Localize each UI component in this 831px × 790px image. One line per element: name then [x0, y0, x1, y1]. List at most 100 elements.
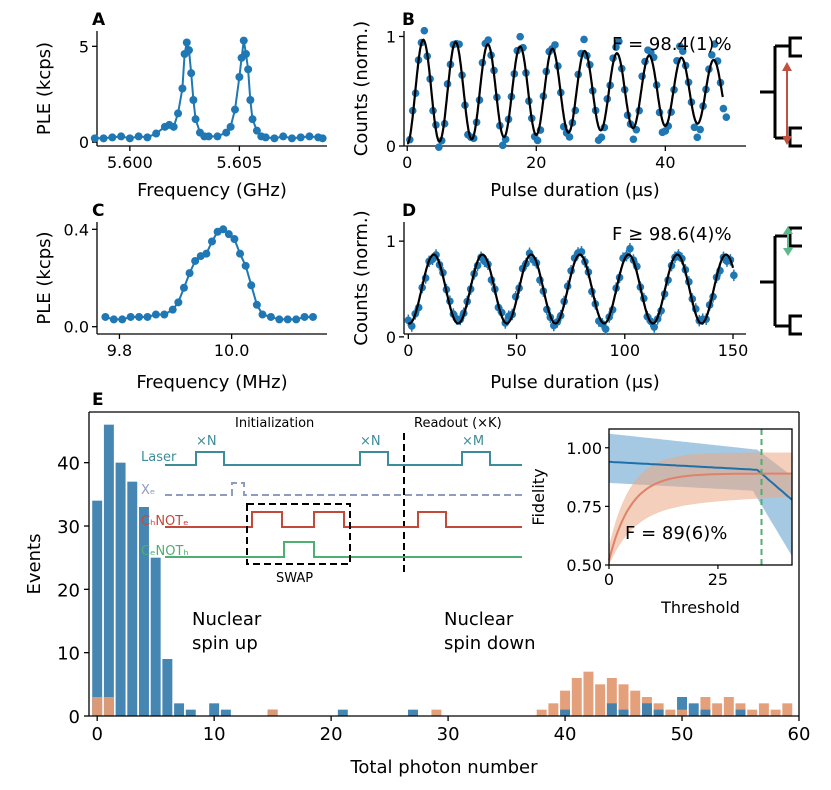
bar-spin-down [267, 709, 278, 716]
ple-a-point [187, 69, 196, 78]
ple-c-point [308, 312, 317, 321]
energy-diagram-b [760, 36, 802, 148]
bar-spin-up [115, 462, 126, 716]
rabi-d-point [601, 325, 610, 333]
bar-spin-up [162, 659, 173, 716]
rabi-b-point [420, 26, 429, 35]
bar-spin-down [548, 703, 559, 716]
bar-spin-up [700, 709, 711, 716]
ple-a-point [204, 132, 213, 141]
panel-letter-e: E [92, 390, 104, 410]
rabi-b-point [533, 136, 542, 145]
y-tick-label-3: 30 [57, 517, 80, 538]
xe-line [165, 482, 522, 496]
ple-c-point [230, 235, 239, 244]
ple-a-point [213, 132, 222, 141]
ple-a-point [152, 129, 161, 138]
energy-diagram-d [760, 226, 802, 336]
ple-a-point [246, 96, 255, 104]
bar-spin-down [677, 709, 688, 716]
ple-a-point [270, 134, 279, 143]
bar-spin-down [735, 703, 746, 716]
y-axis-label: PLE (kcps) [34, 42, 55, 135]
x-tick-label-1: 10.0 [214, 341, 250, 360]
y-tick-label-1: 10 [57, 644, 80, 665]
ple-c-point [126, 312, 135, 321]
ple-c-point [174, 298, 183, 307]
ple-a-point [241, 50, 250, 58]
bar-spin-down [560, 690, 571, 716]
ple-a-point [125, 134, 134, 143]
ple-c-point [151, 310, 160, 319]
x-tick-label-0: 0 [403, 341, 413, 360]
ple-c-point [236, 249, 245, 258]
ple-c-point [202, 249, 211, 258]
ple-a-point [143, 133, 152, 142]
bar-spin-down [723, 697, 734, 716]
panel-letter-d: D [402, 201, 416, 221]
inset-fidelity-label: F = 89(6)% [625, 523, 727, 544]
ple-c-point [219, 225, 228, 234]
legend-up-1: Nuclear [192, 609, 262, 630]
rabi-b-fit [406, 38, 724, 145]
x-tick-label-3: 150 [718, 341, 749, 360]
rabi-b-point [690, 123, 699, 132]
x-tick-label-0: 5.600 [107, 153, 153, 172]
y-axis-label: PLE (kcps) [34, 231, 55, 324]
rabi-b-point [597, 133, 606, 142]
ple-c-point [118, 315, 127, 324]
x-tick-label-0: 9.8 [107, 341, 132, 360]
bar-spin-up [220, 709, 231, 716]
inset-y-label: Fidelity [529, 468, 548, 525]
laser-label: Laser [141, 450, 177, 465]
xe-label: Xₑ [141, 483, 155, 498]
bar-spin-down [630, 690, 641, 716]
ple-a-point [117, 132, 126, 141]
x-tick-label-2: 40 [655, 153, 675, 172]
bar-spin-down [770, 709, 781, 716]
bar-spin-down [653, 703, 664, 716]
bar-spin-down [606, 678, 617, 716]
rabi-b-point [435, 143, 443, 152]
panel-d-fidelity-label: F ≥ 98.6(4)% [612, 224, 732, 245]
ple-a-point [244, 65, 253, 74]
ple-a-point [305, 132, 314, 141]
ple-c-point [179, 283, 188, 292]
y-tick-label-4: 40 [57, 454, 80, 475]
chnote-label: CₕNOTₑ [141, 514, 189, 529]
bar-spin-up [92, 500, 103, 716]
ple-a-point [279, 132, 288, 141]
swap-box [246, 503, 351, 565]
y-tick-label-2: 20 [57, 580, 80, 601]
swap-label: SWAP [276, 571, 313, 586]
ple-a-point [318, 134, 327, 143]
y-tick-label-0: 0 [386, 328, 396, 347]
ple-c-point [300, 312, 309, 321]
bar-spin-up [185, 709, 196, 716]
bar-spin-down [747, 709, 758, 716]
inset-frame [608, 428, 793, 566]
x-tick-label-3: 30 [437, 724, 460, 745]
panel-b-fidelity-label: F = 98.4(1)% [612, 34, 732, 55]
ple-a-point [222, 128, 231, 137]
laser-xn-2: ×N [360, 434, 381, 449]
bar-spin-down [665, 709, 676, 716]
ple-c-point [247, 281, 256, 290]
bar-spin-down [782, 703, 793, 716]
rabi-b-point [722, 113, 731, 122]
ple-a-point [231, 105, 239, 114]
inset-y-tick-2: 1.00 [566, 439, 602, 458]
rabi-d-fit [407, 253, 735, 325]
ple-a-point [169, 122, 178, 131]
rabi-b-point [696, 125, 704, 134]
inset-x-tick-1: 25 [708, 570, 728, 589]
legend-up-2: spin up [192, 633, 258, 654]
ple-c-point [208, 237, 216, 246]
rabi-b-point [678, 47, 687, 55]
bar-spin-up [560, 709, 571, 716]
legend-down-1: Nuclear [444, 609, 514, 630]
y-tick-label-0: 0 [79, 133, 89, 152]
panel-d-rabi-nuclear: 0 50 100 150 0 1 Pulse duration (μs) Counts (no… [351, 210, 748, 393]
ple-c-point [101, 312, 110, 321]
